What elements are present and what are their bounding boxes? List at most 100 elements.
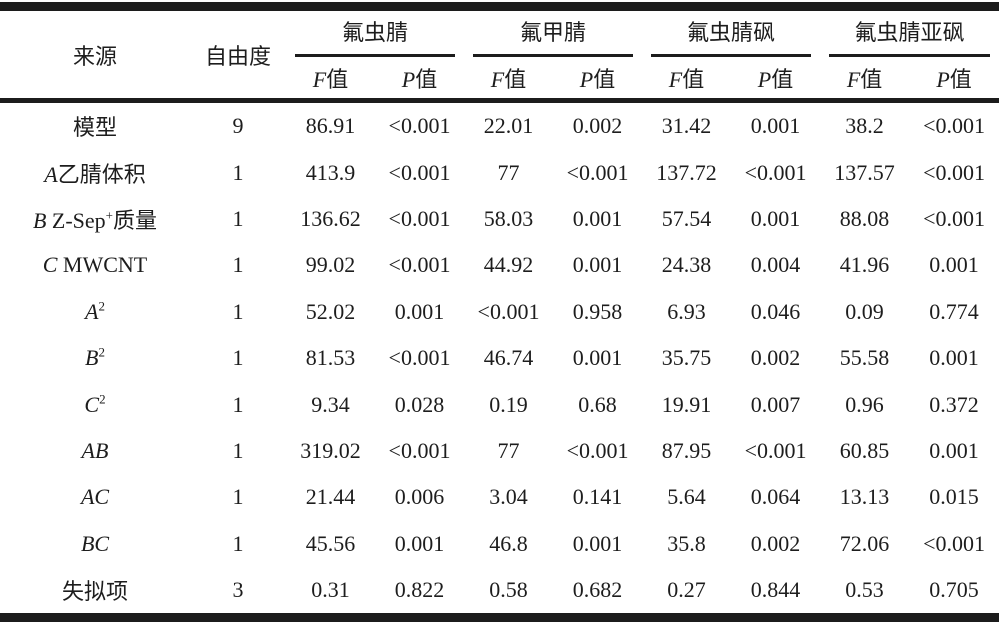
label-segment: C [84,391,100,417]
subheader-p-value: P值 [909,57,999,103]
f-value: 45.56 [305,530,356,556]
table-header: 来源 自由度 氟虫腈 氟甲腈 氟虫腈砜 氟虫腈亚砜 F值 P值 F值 [0,6,999,103]
p-value: 0.774 [929,298,979,324]
subheader-f-value: F值 [642,57,732,103]
table-row: 失拟项 3 0.31 0.822 0.58 0.682 0.27 0.844 0.53 0.705 [0,567,999,618]
p-value: 0.046 [750,298,801,324]
p-value: <0.001 [388,205,451,231]
f-value: 0.96 [845,391,884,417]
p-value: 0.844 [750,577,801,603]
p-value: 0.958 [572,298,623,324]
p-value: <0.001 [388,345,451,371]
f-suffix: 值 [682,66,705,92]
p-value: <0.001 [744,437,807,463]
p-value: 0.002 [750,530,801,556]
label-segment: 质量 [113,207,158,233]
df-value: 1 [232,252,244,278]
table-body: 模型 9 86.91 <0.001 22.01 0.002 31.42 0.001 38.2 <0… [0,101,999,618]
label-segment: B [32,207,47,233]
group-label: 氟虫腈砜 [687,20,776,45]
f-value: <0.001 [477,298,540,324]
f-value: 87.95 [661,437,712,463]
p-value: 0.004 [750,252,801,278]
p-value: 0.001 [394,530,445,556]
f-suffix: 值 [326,66,349,92]
table-row: BC 1 45.56 0.001 46.8 0.001 35.8 0.002 72.06 <0.0… [0,521,999,567]
p-suffix: 值 [415,66,438,92]
subheader-f-value: F值 [286,57,375,103]
label-segment: Z-Sep [46,207,106,233]
row-source-label: B2 [0,335,190,381]
superscript-segment: 2 [99,391,106,407]
f-value: 21.44 [305,484,356,510]
f-value: 6.93 [667,298,706,324]
group-header-fipronil-sulfoxide: 氟虫腈亚砜 [820,7,999,57]
p-suffix: 值 [593,66,616,92]
df-value: 1 [232,159,244,185]
group-header-underline: 氟虫腈砜 [651,15,812,57]
group-header-fipronil: 氟虫腈 [286,7,464,57]
f-value: 19.91 [661,391,712,417]
f-value: 99.02 [305,252,356,278]
f-value: 35.8 [667,530,706,556]
group-label: 氟虫腈亚砜 [854,20,965,45]
p-value: 0.001 [929,437,979,463]
f-value: 35.75 [661,345,712,371]
table-row: C2 1 9.34 0.028 0.19 0.68 19.91 0.007 0.96 0.372 [0,381,999,427]
p-value: 0.705 [929,577,979,603]
col-header-source: 来源 [0,6,190,103]
p-symbol: P [757,66,772,92]
f-value: 13.13 [839,484,890,510]
f-value: 413.9 [305,159,356,185]
label-segment: 模型 [72,115,117,141]
p-value: 0.064 [750,484,801,510]
label-segment: AB [81,437,109,463]
table-row: A2 1 52.02 0.001 <0.001 0.958 6.93 0.046 0.09 0.7… [0,289,999,335]
f-value: 77 [497,159,520,185]
p-value: <0.001 [388,159,451,185]
superscript-segment: 2 [98,298,105,314]
row-source-label: AB [0,428,190,474]
table-row: C MWCNT 1 99.02 <0.001 44.92 0.001 24.38 0.004 4… [0,242,999,288]
p-value: <0.001 [388,437,451,463]
col-header-df: 自由度 [190,6,286,103]
label-segment: A [44,161,58,187]
f-value: 81.53 [305,345,356,371]
f-value: 52.02 [305,298,356,324]
p-value: 0.001 [572,205,623,231]
p-value: 0.001 [572,530,623,556]
group-header-fluocyanobenpyrazole: 氟甲腈 [464,7,642,57]
f-value: 22.01 [483,113,534,139]
f-value: 44.92 [483,252,534,278]
df-value: 9 [232,113,244,139]
p-value: 0.001 [750,113,801,139]
p-value: 0.002 [750,345,801,371]
p-value: 0.001 [929,252,979,278]
f-value: 137.57 [834,159,895,185]
table-row: AB 1 319.02 <0.001 77 <0.001 87.95 <0.001 60.85 0… [0,428,999,474]
f-value: 0.09 [845,298,884,324]
header-row-sub: F值 P值 F值 P值 F值 P值 F值 P值 [0,57,999,103]
p-suffix: 值 [771,66,794,92]
superscript-segment: + [105,207,114,223]
row-source-label: 模型 [0,101,190,150]
p-value: 0.001 [750,205,801,231]
table-row: AC 1 21.44 0.006 3.04 0.141 5.64 0.064 13.13 0.01… [0,474,999,520]
group-header-underline: 氟甲腈 [473,15,634,57]
p-value: <0.001 [566,437,629,463]
subheader-f-value: F值 [820,57,910,103]
p-value: 0.002 [572,113,623,139]
p-value: 0.006 [394,484,445,510]
p-value: 0.822 [394,577,445,603]
p-value: <0.001 [388,252,451,278]
p-symbol: P [936,66,950,92]
f-symbol: F [846,66,861,92]
p-value: <0.001 [923,530,986,556]
table-row: B Z-Sep+质量 1 136.62 <0.001 58.03 0.001 57.54 0.… [0,196,999,242]
df-value: 1 [232,391,244,417]
f-value: 58.03 [483,205,534,231]
f-symbol: F [312,66,327,92]
f-value: 137.72 [656,159,717,185]
p-value: 0.015 [929,484,979,510]
